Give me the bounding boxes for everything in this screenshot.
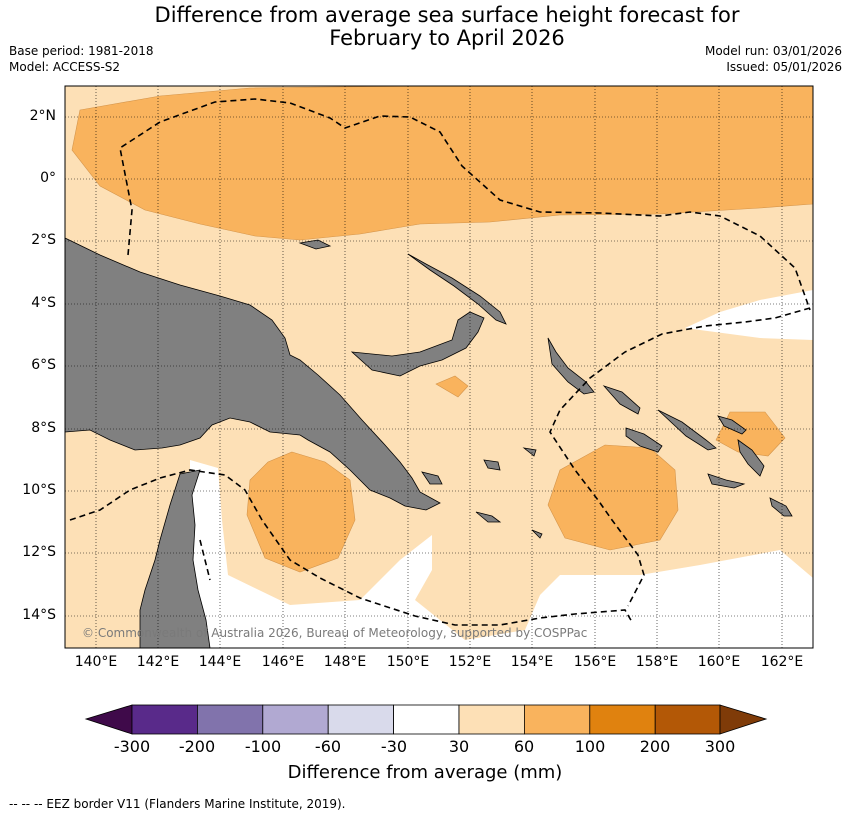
colorbar-label: -30 [380,737,408,756]
colorbar-segment [524,704,591,735]
louisiade [475,511,502,523]
eez-legend-note: -- -- -- EEZ border V11 (Flanders Marine… [9,797,346,811]
lon-label: 156°E [573,654,617,670]
colorbar-segment [196,704,264,735]
lat-label: 6°S [31,357,56,373]
lat-label: 2°S [31,232,56,248]
lon-label: 142°E [136,654,180,670]
eez-png-south [69,469,633,626]
copyright-notice: © Commonwealth of Australia 2026, Bureau… [82,626,588,640]
neutral-region-south [190,460,813,648]
colorbar-segment [327,704,395,735]
colorbar-label: -300 [113,737,151,756]
lon-label: 150°E [386,654,430,670]
colorbar-title: Difference from average (mm) [287,762,563,783]
lon-label: 152°E [448,654,492,670]
ssh-band-60-100-png [246,451,356,573]
ssh-band-60-100-north [71,86,813,241]
meta-left: Base period: 1981-2018 Model: ACCESS-S2 [9,43,154,75]
issued-date: Issued: 05/01/2026 [726,60,842,74]
lat-label: 12°S [22,544,56,560]
land-masses [65,237,793,648]
model-name: Model: ACCESS-S2 [9,60,121,74]
rennell [707,473,746,489]
chart-title: Difference from average sea surface heig… [0,4,850,50]
colorbar-label: -100 [244,737,282,756]
lon-label: 162°E [760,654,804,670]
lat-label: 10°S [22,482,56,498]
lat-label: 0° [40,170,56,186]
makira [737,439,765,477]
malaita [717,415,747,435]
colorbar-extend-high [719,704,768,735]
neutral-region-east [685,290,813,340]
colorbar-segment [458,704,525,735]
ssh-band-60-100-small [435,375,469,398]
colorbar-segment [654,704,721,735]
eez-torres [199,539,211,581]
colorbar-label: 200 [639,737,671,756]
colorbar-segment [131,704,198,735]
colorbar-label: 300 [704,737,736,756]
new-ireland [407,253,507,325]
santa-isabel [657,409,717,451]
title-line-2: February to April 2026 [329,26,565,50]
colorbar-extend-low [84,704,133,735]
colorbar-label: -200 [178,737,216,756]
woodlark [522,447,537,457]
eez-png [119,98,811,311]
graticule [65,86,813,648]
rossel [531,529,543,539]
santa-cruz [769,497,793,517]
ssh-band-60-100-coral [547,444,679,551]
guadalcanal [625,427,663,453]
colorbar-segment [589,704,656,735]
lat-label: 4°S [31,295,56,311]
colorbar-segment [262,704,329,735]
lon-label: 144°E [198,654,242,670]
choiseul [602,385,641,415]
colorbar-label: -60 [314,737,342,756]
map-frame [64,85,814,649]
lon-label: 160°E [697,654,741,670]
model-run: Model run: 03/01/2026 [704,44,842,58]
lat-label: 8°S [31,420,56,436]
colorbar-label: 60 [513,737,535,756]
lon-label: 148°E [323,654,367,670]
colorbar-label: 30 [448,737,470,756]
lat-label: 2°N [29,108,56,124]
base-period: Base period: 1981-2018 [9,44,154,58]
cape-york [139,469,211,648]
colorbar [84,704,768,735]
meta-right: Model run: 03/01/2026 Issued: 05/01/2026 [705,43,842,75]
colorbar-label: 100 [574,737,606,756]
lon-label: 158°E [635,654,679,670]
lon-label: 146°E [261,654,305,670]
colorbar-segment [393,704,460,735]
lon-label: 154°E [510,654,554,670]
eez-solomon [549,307,811,607]
new-britain [350,311,485,377]
eez-borders [69,98,811,626]
title-line-1: Difference from average sea surface heig… [154,3,740,27]
goodenough [421,471,443,485]
trobriand [483,459,501,471]
lat-label: 14°S [22,607,56,623]
new-guinea [65,237,441,511]
bougainville [547,337,595,395]
lon-label: 140°E [74,654,118,670]
